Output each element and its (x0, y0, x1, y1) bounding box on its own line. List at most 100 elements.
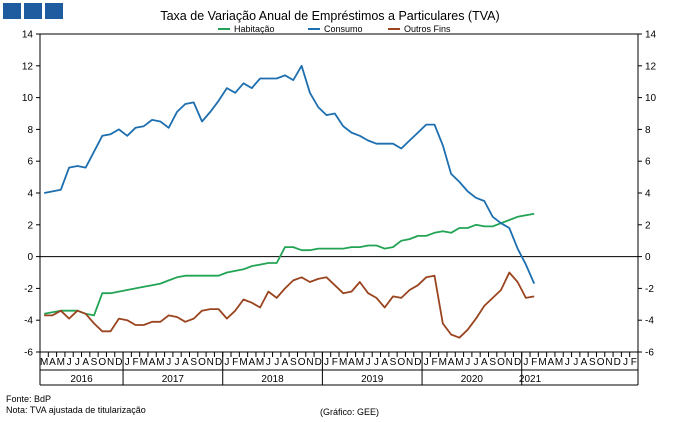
year-label: 2021 (519, 374, 542, 385)
x-tick-label: S (91, 357, 98, 368)
year-label: 2019 (361, 374, 384, 385)
y-tick-label-right: -2 (645, 284, 654, 295)
legend: Habitação Consumo Outros Fins (218, 24, 451, 34)
y-tick-label-left: 6 (27, 157, 33, 168)
chart-title: Taxa de Variação Anual de Empréstimos a … (160, 9, 499, 23)
x-tick-label: M (555, 357, 563, 368)
y-tick-label-left: -4 (24, 316, 33, 327)
x-tick-label: A (49, 357, 56, 368)
y-tick-label-right: 4 (645, 189, 651, 200)
x-tick-label: J (324, 357, 329, 368)
legend-label-consumo: Consumo (324, 24, 363, 34)
x-tick-label: A (547, 357, 554, 368)
year-label: 2018 (261, 374, 284, 385)
y-tick-label-left: 4 (27, 189, 33, 200)
y-tick-label-right: 2 (645, 220, 651, 231)
x-tick-label: A (448, 357, 455, 368)
legend-label-outros-fins: Outros Fins (404, 24, 451, 34)
x-tick-label: J (474, 357, 479, 368)
x-tick-label: S (390, 357, 397, 368)
x-tick-label: O (397, 357, 405, 368)
plot-frame (39, 33, 639, 353)
x-tick-label: N (207, 357, 214, 368)
y-tick-label-right: 8 (645, 125, 651, 136)
y-tick-label-right: 10 (645, 93, 657, 104)
x-tick-label: O (298, 357, 306, 368)
x-tick-label: O (497, 357, 505, 368)
x-tick-label: F (631, 357, 637, 368)
x-tick-label: D (315, 357, 322, 368)
x-tick-label: J (125, 357, 130, 368)
x-tick-label: A (381, 357, 388, 368)
x-tick-label: F (132, 357, 138, 368)
x-tick-label: A (149, 357, 156, 368)
source-note: Fonte: BdP (6, 394, 52, 404)
x-tick-label: A (348, 357, 355, 368)
x-tick-label: D (614, 357, 621, 368)
x-tick-label: N (406, 357, 413, 368)
x-tick-label: O (98, 357, 106, 368)
logo-square (45, 3, 63, 19)
x-tick-label: O (198, 357, 206, 368)
x-tick-label: M (339, 357, 347, 368)
legend-label-habitacao: Habitação (234, 24, 275, 34)
x-tick-label: M (455, 357, 463, 368)
y-tick-label-right: -6 (645, 348, 654, 359)
x-tick-label: J (565, 357, 570, 368)
x-tick-label: J (67, 357, 72, 368)
y-tick-label-left: 8 (27, 125, 33, 136)
x-tick-label: M (256, 357, 264, 368)
x-tick-label: J (274, 357, 279, 368)
y-tick-label-left: 10 (22, 93, 34, 104)
x-tick-label: A (182, 357, 189, 368)
x-tick-label: M (356, 357, 364, 368)
y-tick-label-left: -6 (24, 348, 33, 359)
x-tick-label: A (82, 357, 89, 368)
x-tick-label: A (481, 357, 488, 368)
x-tick-label: D (414, 357, 421, 368)
x-tick-label: D (215, 357, 222, 368)
logo (3, 3, 63, 19)
x-tick-label: J (75, 357, 80, 368)
series-line-consumo (44, 64, 536, 284)
footnote: Nota: TVA ajustada de titularização (6, 405, 146, 415)
x-tick-label: J (175, 357, 180, 368)
y-tick-label-right: -4 (645, 316, 654, 327)
x-tick-label: J (465, 357, 470, 368)
x-tick-label: N (306, 357, 313, 368)
x-tick-label: M (40, 357, 48, 368)
x-tick-label: N (605, 357, 612, 368)
y-tick-label-left: 2 (27, 220, 33, 231)
logo-square (3, 3, 21, 19)
x-tick-label: S (489, 357, 496, 368)
x-tick-label: J (224, 357, 229, 368)
year-label: 2016 (70, 374, 93, 385)
x-tick-label: D (514, 357, 521, 368)
x-tick-label: M (140, 357, 148, 368)
x-tick-label: D (115, 357, 122, 368)
x-tick-label: M (239, 357, 247, 368)
x-tick-label: S (290, 357, 297, 368)
x-tick-label: S (190, 357, 197, 368)
x-tick-label: S (589, 357, 596, 368)
x-tick-label: J (366, 357, 371, 368)
x-tick-label: J (623, 357, 628, 368)
y-tick-label-left: 14 (22, 30, 34, 41)
x-tick-label: A (581, 357, 588, 368)
y-tick-label-left: 12 (22, 61, 34, 72)
x-tick-label: J (523, 357, 528, 368)
x-tick-label: N (107, 357, 114, 368)
x-tick-label: J (573, 357, 578, 368)
series-line-habitacao (44, 212, 535, 317)
x-tick-label: A (282, 357, 289, 368)
y-tick-label-right: 14 (645, 30, 657, 41)
series-lines (44, 64, 536, 339)
x-tick-label: J (266, 357, 271, 368)
x-tick-label: M (57, 357, 65, 368)
y-tick-label-right: 6 (645, 157, 651, 168)
x-tick-label: F (531, 357, 537, 368)
year-label: 2017 (162, 374, 185, 385)
y-tick-label-right: 12 (645, 61, 657, 72)
